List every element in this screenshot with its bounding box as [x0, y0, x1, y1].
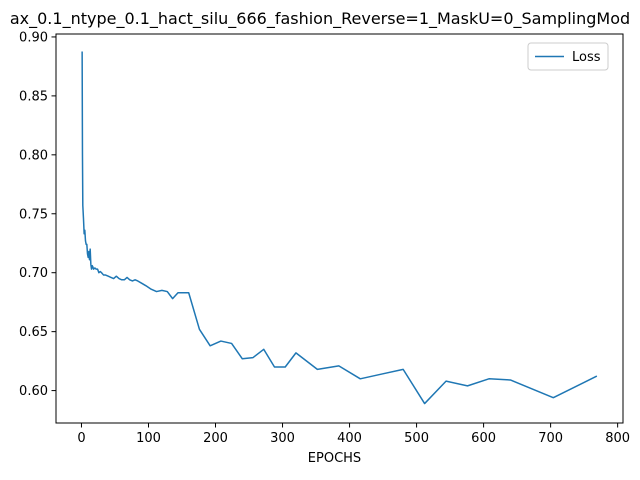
x-tick-label: 100	[136, 431, 161, 446]
y-tick-label: 0.85	[19, 89, 48, 104]
y-tick-label: 0.80	[19, 148, 48, 163]
plot-frame	[55, 33, 624, 424]
x-tick-label: 800	[605, 431, 630, 446]
y-tick-label: 0.70	[19, 266, 48, 281]
x-axis-ticks: 0 100 200 300 400 500 600 700 800	[77, 423, 630, 446]
plot-area	[56, 34, 623, 423]
y-tick-label: 0.60	[19, 384, 48, 399]
y-tick-label: 0.75	[19, 207, 48, 222]
x-tick-label: 400	[337, 431, 362, 446]
y-tick-label: 0.65	[19, 325, 48, 340]
y-axis-ticks: 0.60 0.65 0.70 0.75 0.80 0.85 0.90	[19, 30, 56, 399]
legend-box	[527, 42, 609, 71]
x-tick-label: 600	[471, 431, 496, 446]
legend: Loss	[527, 42, 609, 71]
chart-title: ax_0.1_ntype_0.1_hact_silu_666_fashion_R…	[10, 9, 630, 29]
legend-label-loss: Loss	[572, 50, 601, 65]
x-tick-label: 500	[404, 431, 429, 446]
y-tick-label: 0.90	[19, 30, 48, 45]
x-tick-label: 200	[203, 431, 228, 446]
x-axis-label: EPOCHS	[308, 451, 361, 466]
x-tick-label: 700	[538, 431, 563, 446]
series-layer	[81, 51, 598, 405]
series-line-loss	[81, 51, 598, 405]
x-tick-label: 0	[77, 431, 85, 446]
x-tick-label: 300	[270, 431, 295, 446]
